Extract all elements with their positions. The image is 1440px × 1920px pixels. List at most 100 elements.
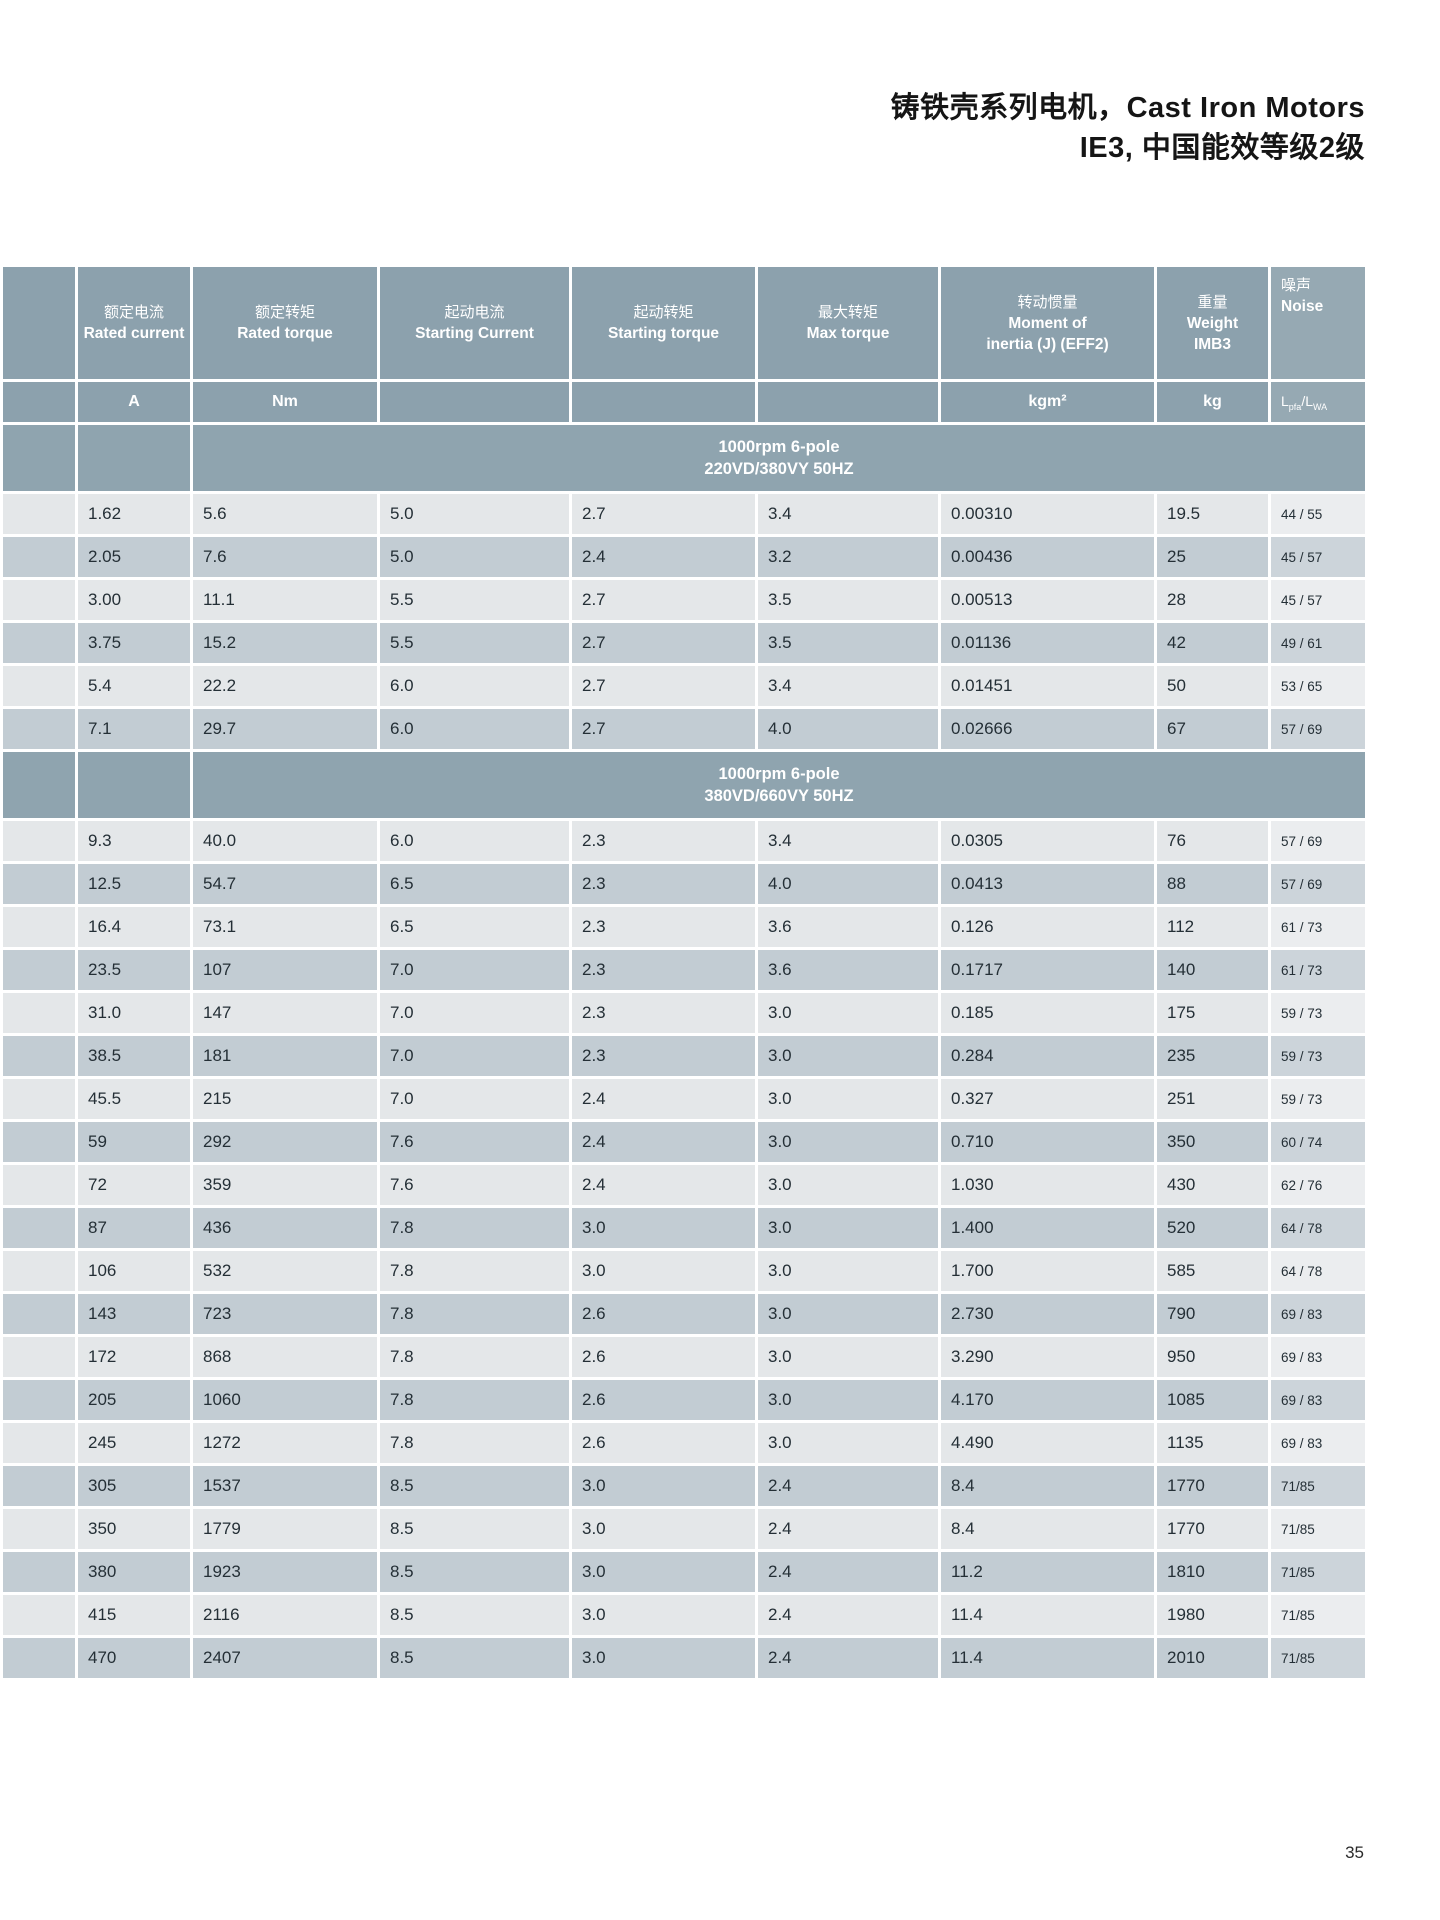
cell-moment-of-inertia: 0.185 (941, 993, 1154, 1033)
cell-rated-torque: 1923 (193, 1552, 377, 1592)
cell-rated-current: 172 (78, 1337, 190, 1377)
cell-noise: 69 / 83 (1271, 1337, 1365, 1377)
cell-weight: 1810 (1157, 1552, 1268, 1592)
cell-noise: 64 / 78 (1271, 1251, 1365, 1291)
column-header-zh: 噪声 (1281, 277, 1312, 294)
cell-max-torque: 3.0 (758, 1294, 938, 1334)
section-caption-line2: 220VD/380VY 50HZ (704, 460, 854, 478)
cell-starting-torque: 2.6 (572, 1380, 755, 1420)
cell-weight: 585 (1157, 1251, 1268, 1291)
cell-starting-current: 7.0 (380, 993, 569, 1033)
cell-frame (3, 1423, 75, 1463)
cell-rated-current: 106 (78, 1251, 190, 1291)
cell-starting-torque: 2.6 (572, 1423, 755, 1463)
cell-weight: 1770 (1157, 1466, 1268, 1506)
cell-starting-torque: 2.7 (572, 623, 755, 663)
cell-max-torque: 2.4 (758, 1509, 938, 1549)
cell-noise: 71/85 (1271, 1552, 1365, 1592)
cell-starting-torque: 2.4 (572, 1122, 755, 1162)
cell-rated-torque: 54.7 (193, 864, 377, 904)
column-header-en: Weight (1186, 314, 1239, 332)
cell-max-torque: 3.0 (758, 1208, 938, 1248)
cell-noise: 59 / 73 (1271, 1079, 1365, 1119)
cell-starting-current: 6.0 (380, 821, 569, 861)
cell-max-torque: 3.5 (758, 580, 938, 620)
column-header-zh: 转动惯量 (1017, 293, 1078, 311)
cell-max-torque: 4.0 (758, 864, 938, 904)
cell-starting-torque: 3.0 (572, 1251, 755, 1291)
cell-rated-current: 38.5 (78, 1036, 190, 1076)
cell-max-torque: 2.4 (758, 1638, 938, 1678)
cell-noise: 61 / 73 (1271, 950, 1365, 990)
cell-frame (3, 864, 75, 904)
table-row: 3.75 15.2 5.5 2.7 3.5 0.01136 42 49 / 61 (3, 623, 1365, 663)
cell-noise: 69 / 83 (1271, 1294, 1365, 1334)
cell-frame (3, 709, 75, 749)
cell-moment-of-inertia: 11.4 (941, 1595, 1154, 1635)
column-header-zh: 起动电流 (444, 304, 505, 321)
cell-starting-torque: 2.7 (572, 666, 755, 706)
cell-noise: 69 / 83 (1271, 1423, 1365, 1463)
cell-rated-torque: 22.2 (193, 666, 377, 706)
table-row: 415 2116 8.5 3.0 2.4 11.4 1980 71/85 (3, 1595, 1365, 1635)
column-header-moment-of-inertia: 转动惯量 Moment of inertia (J) (EFF2) (941, 267, 1154, 379)
cell-frame (3, 1251, 75, 1291)
cell-frame (3, 1638, 75, 1678)
cell-moment-of-inertia: 0.284 (941, 1036, 1154, 1076)
cell-rated-current: 143 (78, 1294, 190, 1334)
cell-max-torque: 3.6 (758, 907, 938, 947)
cell-noise: 71/85 (1271, 1595, 1365, 1635)
spec-table-body: 额定电流 Rated current 额定转矩 Rated torque 起动电流 Sta… (3, 267, 1365, 1678)
cell-max-torque: 2.4 (758, 1595, 938, 1635)
cell-starting-current: 7.0 (380, 1036, 569, 1076)
cell-rated-current: 380 (78, 1552, 190, 1592)
cell-moment-of-inertia: 4.490 (941, 1423, 1154, 1463)
cell-starting-current: 7.0 (380, 950, 569, 990)
cell-rated-torque: 40.0 (193, 821, 377, 861)
cell-frame (3, 993, 75, 1033)
unit-starting-torque (572, 382, 755, 422)
column-header-en: Noise (1281, 298, 1324, 315)
cell-moment-of-inertia: 8.4 (941, 1466, 1154, 1506)
table-row: 106 532 7.8 3.0 3.0 1.700 585 64 / 78 (3, 1251, 1365, 1291)
cell-weight: 235 (1157, 1036, 1268, 1076)
unit-noise-sub-b: WA (1313, 401, 1328, 412)
cell-rated-torque: 436 (193, 1208, 377, 1248)
table-row: 380 1923 8.5 3.0 2.4 11.2 1810 71/85 (3, 1552, 1365, 1592)
unit-starting-current (380, 382, 569, 422)
cell-max-torque: 3.4 (758, 494, 938, 534)
cell-moment-of-inertia: 4.170 (941, 1380, 1154, 1420)
cell-noise: 59 / 73 (1271, 1036, 1365, 1076)
section-caption-line1: 1000rpm 6-pole (718, 765, 840, 783)
cell-frame (3, 623, 75, 663)
cell-noise: 62 / 76 (1271, 1165, 1365, 1205)
column-header-rated-torque: 额定转矩 Rated torque (193, 267, 377, 379)
cell-noise: 45 / 57 (1271, 580, 1365, 620)
column-header-max-torque: 最大转矩 Max torque (758, 267, 938, 379)
cell-starting-current: 7.8 (380, 1423, 569, 1463)
section-band-caption: 1000rpm 6-pole 220VD/380VY 50HZ (193, 425, 1365, 491)
cell-frame (3, 1165, 75, 1205)
column-header-zh: 额定电流 (103, 304, 164, 321)
cell-rated-current: 72 (78, 1165, 190, 1205)
page-number: 35 (1345, 1843, 1364, 1862)
table-row: 31.0 147 7.0 2.3 3.0 0.185 175 59 / 73 (3, 993, 1365, 1033)
cell-moment-of-inertia: 1.700 (941, 1251, 1154, 1291)
cell-rated-torque: 181 (193, 1036, 377, 1076)
cell-rated-current: 2.05 (78, 537, 190, 577)
table-row: 245 1272 7.8 2.6 3.0 4.490 1135 69 / 83 (3, 1423, 1365, 1463)
table-row: 5.4 22.2 6.0 2.7 3.4 0.01451 50 53 / 65 (3, 666, 1365, 706)
cell-rated-torque: 2116 (193, 1595, 377, 1635)
cell-max-torque: 2.4 (758, 1552, 938, 1592)
section-band-frame-cell (3, 425, 75, 491)
cell-max-torque: 3.0 (758, 1079, 938, 1119)
table-row: 38.5 181 7.0 2.3 3.0 0.284 235 59 / 73 (3, 1036, 1365, 1076)
cell-max-torque: 3.5 (758, 623, 938, 663)
cell-frame (3, 1122, 75, 1162)
cell-rated-current: 245 (78, 1423, 190, 1463)
cell-rated-torque: 1060 (193, 1380, 377, 1420)
cell-weight: 19.5 (1157, 494, 1268, 534)
section-band-spacer-cell (78, 425, 190, 491)
cell-starting-torque: 2.7 (572, 709, 755, 749)
table-row: 350 1779 8.5 3.0 2.4 8.4 1770 71/85 (3, 1509, 1365, 1549)
